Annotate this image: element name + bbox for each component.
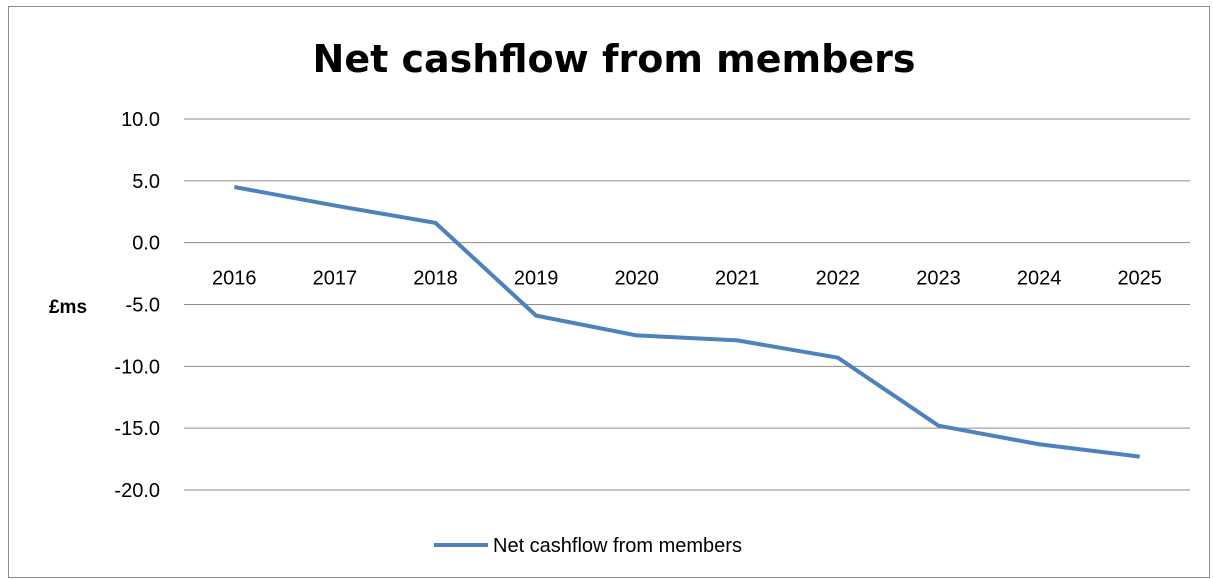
- x-tick-label: 2020: [614, 268, 659, 290]
- x-tick-label: 2024: [1017, 268, 1062, 290]
- x-tick-label: 2022: [816, 268, 861, 290]
- x-tick-label: 2025: [1117, 268, 1162, 290]
- legend-label: Net cashflow from members: [493, 535, 742, 557]
- chart-title: Net cashflow from members: [313, 37, 916, 81]
- chart-frame: [8, 6, 1210, 578]
- gridlines: [184, 118, 1190, 491]
- series-line: [233, 185, 1140, 459]
- y-tick-labels: 10.0 5.0 0.0 -5.0 -10.0 -15.0 -20.0: [114, 109, 160, 502]
- x-tick-label: 2019: [514, 268, 559, 290]
- legend: Net cashflow from members: [434, 535, 742, 557]
- y-tick-label: -5.0: [126, 295, 160, 317]
- x-tick-labels: 2016 2017 2018 2019 2020 2021 2022 2023 2024 2025: [212, 268, 1162, 290]
- y-axis-label: £ms: [49, 297, 87, 318]
- y-tick-label: -15.0: [114, 418, 160, 440]
- x-tick-label: 2018: [413, 268, 458, 290]
- x-tick-label: 2021: [715, 268, 760, 290]
- x-tick-label: 2023: [916, 268, 961, 290]
- y-tick-label: 5.0: [132, 171, 160, 193]
- y-tick-label: -10.0: [114, 356, 160, 378]
- x-tick-label: 2017: [313, 268, 358, 290]
- y-tick-label: -20.0: [114, 480, 160, 502]
- y-tick-label: 10.0: [121, 109, 160, 131]
- x-tick-label: 2016: [212, 268, 257, 290]
- y-tick-label: 0.0: [132, 233, 160, 255]
- series-lines: [233, 185, 1140, 459]
